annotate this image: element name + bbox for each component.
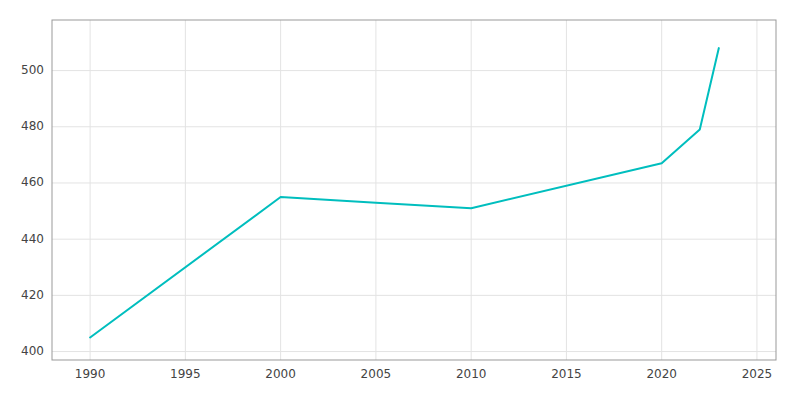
grid-line-y [52,239,776,240]
grid-line-x [661,20,662,360]
grid [52,20,776,360]
grid-line-x [566,20,567,360]
x-tick-label: 1990 [75,367,106,381]
y-tick-label: 460 [21,175,44,189]
tick-labels: 400 420 440 460 480 500 1990 1995 2000 2005 2010 20… [21,63,772,381]
plot-frame [52,20,776,360]
x-tick-label: 2010 [456,367,487,381]
grid-line-y [52,70,776,71]
chart: 400 420 440 460 480 500 1990 1995 2000 2005 2010 20… [0,0,800,400]
y-tick-label: 500 [21,63,44,77]
grid-line-y [52,295,776,296]
x-tick-label: 2025 [742,367,773,381]
grid-line-x [375,20,376,360]
chart-container: 400 420 440 460 480 500 1990 1995 2000 2005 2010 20… [0,0,800,400]
y-tick-label: 420 [21,288,44,302]
grid-line-x [185,20,186,360]
y-tick-label: 440 [21,232,44,246]
grid-line-x [280,20,281,360]
plot-background [52,20,776,360]
grid-line-y [52,351,776,352]
grid-line-x [471,20,472,360]
y-tick-label: 480 [21,119,44,133]
grid-line-y [52,126,776,127]
x-tick-label: 2015 [551,367,582,381]
grid-line-y [52,182,776,183]
x-tick-label: 2000 [265,367,296,381]
line [90,48,719,337]
grid-line-x [90,20,91,360]
x-tick-label: 1995 [170,367,201,381]
marks [90,48,719,337]
grid-line-x [756,20,757,360]
y-tick-label: 400 [21,344,44,358]
x-tick-label: 2020 [646,367,677,381]
x-tick-label: 2005 [361,367,392,381]
